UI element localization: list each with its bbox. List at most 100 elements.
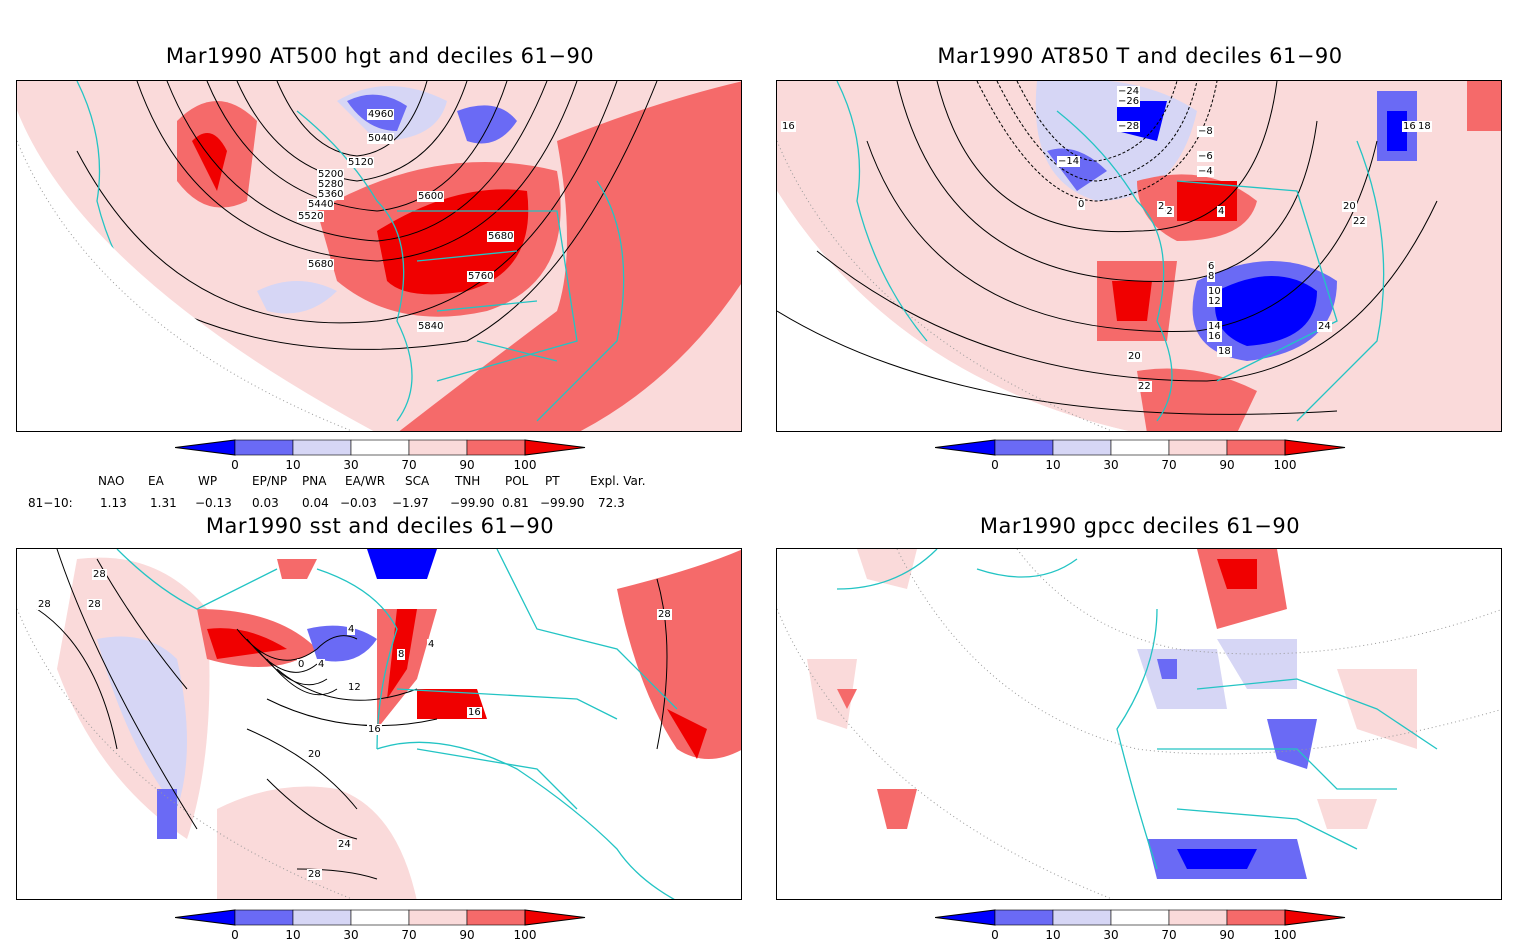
colorbar-tick-label: 0 <box>991 458 999 472</box>
contour-label: 28 <box>657 609 672 620</box>
contour-label: 14 <box>1207 321 1222 332</box>
colorbar-tick-label: 0 <box>231 458 239 472</box>
teleconnection-value: −0.03 <box>340 496 377 510</box>
teleconnection-header: WP <box>198 474 218 488</box>
teleconnection-value: 1.31 <box>150 496 177 510</box>
colorbar-tick-label: 30 <box>1103 928 1118 942</box>
contour-label: 20 <box>307 749 322 760</box>
contour-label: 8 <box>1207 271 1216 282</box>
colorbar-segment <box>1052 439 1112 456</box>
colorbar-segment <box>1168 909 1228 926</box>
contour-label: 16 <box>1207 331 1222 342</box>
colorbar-min-triangle <box>934 909 996 926</box>
contour-label: 18 <box>1217 346 1232 357</box>
colorbar-segment <box>408 439 468 456</box>
colorbar-segment <box>1052 909 1112 926</box>
colorbar-segment <box>350 439 410 456</box>
contour-label: 5680 <box>487 231 515 242</box>
contour-label: 5600 <box>417 191 445 202</box>
colorbar-tick-label: 10 <box>1045 928 1060 942</box>
colorbar-panel4: 0 10 30 70 90 100 <box>934 908 1355 948</box>
colorbar-tick-label: 100 <box>1274 458 1297 472</box>
teleconnection-header: PT <box>545 474 560 488</box>
colorbar-min-triangle <box>174 439 236 456</box>
colorbar-segment <box>1110 909 1170 926</box>
teleconnection-value: −0.13 <box>195 496 232 510</box>
panel3-title: Mar1990 sst and deciles 61−90 <box>205 514 555 538</box>
contour-label: 16 <box>367 724 382 735</box>
colorbar-min-triangle <box>174 909 236 926</box>
colorbar-segment <box>350 909 410 926</box>
contour-label: 28 <box>92 569 107 580</box>
colorbar-tick-label: 70 <box>1161 458 1176 472</box>
contour-label: −14 <box>1057 156 1081 167</box>
colorbar-segment <box>994 439 1054 456</box>
colorbar-tick-label: 10 <box>285 928 300 942</box>
contour-label: 8 <box>397 649 406 660</box>
colorbar-svg: 0 10 30 70 90 100 <box>934 439 1346 472</box>
teleconnection-value: −99.90 <box>450 496 495 510</box>
teleconnection-value: 72.3 <box>598 496 625 510</box>
colorbar-tick-label: 30 <box>1103 458 1118 472</box>
teleconnection-value: 0.03 <box>252 496 279 510</box>
contour-label: 16 <box>781 121 796 132</box>
colorbar-segment <box>292 909 352 926</box>
colorbar-svg: 0 10 30 70 90 100 <box>174 439 586 472</box>
teleconnection-header: Expl. Var. <box>590 474 646 488</box>
contour-label: −26 <box>1117 96 1141 107</box>
colorbar-tick-label: 90 <box>459 928 474 942</box>
contour-label: 0 <box>1077 199 1086 210</box>
contour-label: −4 <box>1197 166 1214 177</box>
contour-label: 4 <box>347 624 356 635</box>
contour-label: 16 <box>1402 121 1417 132</box>
contour-label: 28 <box>307 869 322 880</box>
colorbar-max-triangle <box>524 909 586 926</box>
colorbar-tick-label: 90 <box>459 458 474 472</box>
contour-label: −2 <box>1157 206 1174 217</box>
contour-label: 12 <box>347 682 362 693</box>
colorbar-panel1: 0 10 30 70 90 100 <box>174 438 595 478</box>
contour-label: 16 <box>467 707 482 718</box>
contour-label: −28 <box>1117 121 1141 132</box>
contour-label: −8 <box>1197 126 1214 137</box>
panel1-title: Mar1990 AT500 hgt and deciles 61−90 <box>165 44 595 68</box>
contour-label: 5280 <box>317 179 345 190</box>
colorbar-segment <box>466 439 526 456</box>
colorbar-tick-label: 10 <box>285 458 300 472</box>
colorbar-svg: 0 10 30 70 90 100 <box>934 909 1346 942</box>
contour-label: 5200 <box>317 169 345 180</box>
teleconnection-header: EA/WR <box>345 474 386 488</box>
colorbar-segment <box>292 439 352 456</box>
contour-label: 5360 <box>317 189 345 200</box>
contour-label: 20 <box>1342 201 1357 212</box>
teleconnection-header: TNH <box>455 474 481 488</box>
colorbar-segment <box>466 909 526 926</box>
teleconnection-header: EA <box>148 474 164 488</box>
colorbar-tick-label: 70 <box>1161 928 1176 942</box>
contour-label: 5760 <box>467 271 495 282</box>
teleconnection-value: 0.04 <box>302 496 329 510</box>
panel2-map-svg <box>777 81 1501 431</box>
panel4-map-svg <box>777 549 1501 899</box>
contour-label: 5440 <box>307 199 335 210</box>
colorbar-max-triangle <box>1284 909 1346 926</box>
contour-label: 5120 <box>347 157 375 168</box>
contour-label: 12 <box>1207 296 1222 307</box>
colorbar-tick-label: 70 <box>401 458 416 472</box>
panel3-map: 28 28 28 0 4 4 4 8 12 16 16 20 24 28 28 <box>16 548 742 900</box>
contour-label: 4 <box>1217 206 1226 217</box>
contour-label: 4 <box>427 639 436 650</box>
contour-label: 18 <box>1417 121 1432 132</box>
colorbar-max-triangle <box>1284 439 1346 456</box>
contour-label: 24 <box>1317 321 1332 332</box>
colorbar-segment <box>1226 439 1286 456</box>
panel4-map <box>776 548 1502 900</box>
colorbar-segment <box>1226 909 1286 926</box>
colorbar-svg: 0 10 30 70 90 100 <box>174 909 586 942</box>
contour-label: 20 <box>1127 351 1142 362</box>
teleconnection-value: −1.97 <box>392 496 429 510</box>
teleconnection-header: SCA <box>405 474 430 488</box>
teleconnection-table: NAO EA WP EP/NP PNA EA/WR SCA TNH POL PT Expl. Var… <box>20 474 720 514</box>
teleconnection-value: 0.81 <box>502 496 529 510</box>
colorbar-tick-label: 0 <box>991 928 999 942</box>
